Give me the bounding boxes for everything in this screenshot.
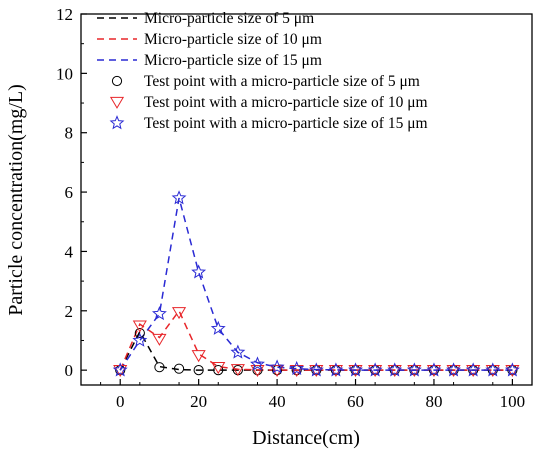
data-point-triangle-down xyxy=(230,364,245,377)
data-point-circle xyxy=(154,362,165,373)
series-lines xyxy=(119,197,513,371)
legend-marker-swatch xyxy=(111,75,123,87)
data-point-star xyxy=(406,362,422,377)
data-point-star xyxy=(387,362,403,377)
y-tick-label: 2 xyxy=(65,302,74,321)
data-point-star xyxy=(367,362,383,377)
legend-label: Micro-particle size of 5 μm xyxy=(144,10,314,27)
legend: Micro-particle size of 5 μm Micro-particl… xyxy=(97,10,428,132)
data-point-star xyxy=(171,190,187,205)
legend-label: Test point with a micro-particle size of… xyxy=(144,115,428,132)
x-tick-label: 40 xyxy=(269,392,286,411)
data-point-star xyxy=(132,332,148,347)
data-point-circle xyxy=(134,327,145,339)
data-point-star xyxy=(289,360,305,375)
data-point-circle xyxy=(213,365,224,376)
data-point-star xyxy=(504,362,520,377)
x-axis-title: Distance(cm) xyxy=(252,427,360,449)
x-tick-label: 20 xyxy=(190,392,207,411)
legend-label: Micro-particle size of 10 μm xyxy=(144,31,322,48)
data-point-circle xyxy=(193,365,204,376)
series-line-2 xyxy=(119,197,513,371)
data-point-triangle-down xyxy=(132,320,147,333)
data-point-star xyxy=(348,362,363,377)
y-tick-label: 8 xyxy=(65,124,74,143)
data-point-star xyxy=(210,320,226,335)
y-tick-label: 0 xyxy=(65,361,74,380)
data-point-triangle-down xyxy=(191,350,206,363)
data-point-star xyxy=(230,344,246,359)
legend-marker-swatch xyxy=(109,96,125,109)
data-point-star xyxy=(446,362,462,377)
x-tick-label: 100 xyxy=(500,392,526,411)
x-tick-label: 80 xyxy=(425,392,442,411)
data-point-star xyxy=(426,362,442,377)
y-tick-label: 10 xyxy=(56,64,73,83)
x-tick-label: 0 xyxy=(116,392,125,411)
y-tick-label: 6 xyxy=(65,183,74,202)
data-point-triangle-down xyxy=(211,362,226,375)
data-point-triangle-down xyxy=(250,365,265,378)
data-point-star xyxy=(465,362,481,377)
data-point-star xyxy=(269,359,285,374)
legend-label: Test point with a micro-particle size of… xyxy=(144,94,428,111)
data-point-star xyxy=(308,362,324,377)
y-axis-title: Particle concentration(mg/L) xyxy=(5,84,27,316)
plot-frame xyxy=(80,13,533,386)
data-point-star xyxy=(250,356,265,371)
data-point-triangle-down xyxy=(152,333,167,346)
y-tick-label: 4 xyxy=(65,242,74,261)
y-tick-label: 12 xyxy=(56,5,73,24)
x-tick-label: 60 xyxy=(347,392,364,411)
data-point-triangle-down xyxy=(171,307,187,320)
data-point-star xyxy=(151,305,167,321)
series-markers xyxy=(112,190,520,378)
data-point-circle xyxy=(173,363,185,374)
data-point-star xyxy=(328,362,344,377)
data-point-star xyxy=(112,362,128,377)
legend-label: Test point with a micro-particle size of… xyxy=(144,73,420,90)
series-line-1 xyxy=(119,309,513,371)
legend-label: Micro-particle size of 15 μm xyxy=(144,52,322,69)
data-point-star xyxy=(191,264,207,279)
data-point-star xyxy=(485,362,501,377)
legend-marker-swatch xyxy=(109,115,125,130)
axis-ticks: 0 20 40 60 80 100 0 2 4 6 8 10 12 xyxy=(56,5,525,411)
